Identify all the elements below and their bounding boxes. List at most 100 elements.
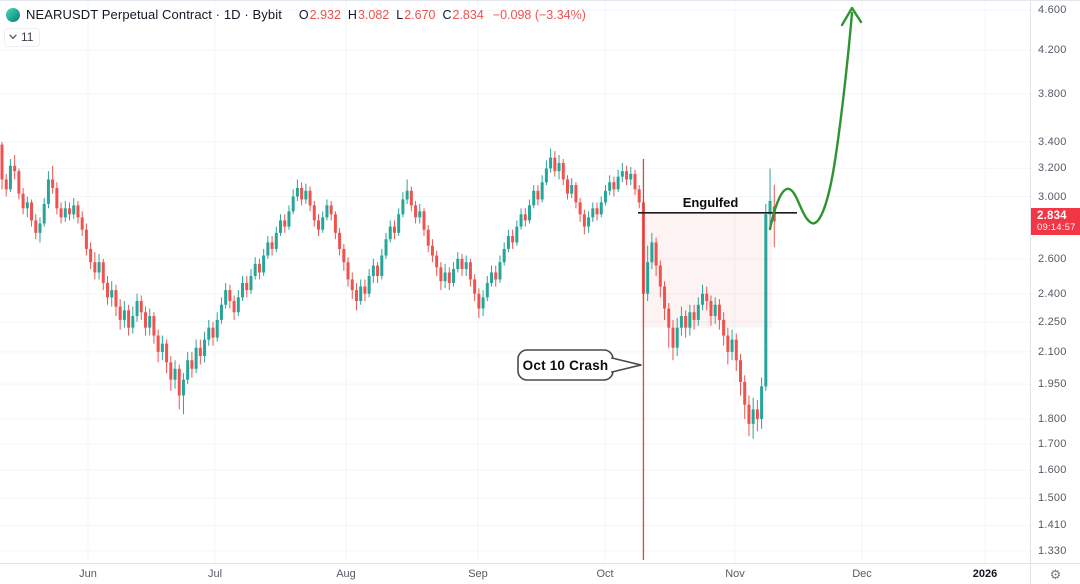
candle-body-up: [515, 226, 519, 243]
candle-body-down: [232, 301, 236, 313]
candle-body-down: [435, 255, 439, 268]
candle-body-down: [755, 409, 759, 419]
candle-body-down: [684, 316, 688, 328]
candle-body-up: [249, 275, 253, 291]
candle-body-down: [114, 290, 118, 307]
candle-body-down: [80, 217, 84, 230]
candle-body-up: [620, 171, 624, 177]
price-tick: 3.000: [1038, 190, 1067, 203]
candle-body-down: [511, 236, 515, 243]
candle-body-down: [89, 248, 93, 263]
candle-body-up: [751, 409, 755, 424]
indicators-toggle[interactable]: 11: [4, 28, 41, 47]
high-value: 3.082: [357, 7, 390, 22]
price-axis[interactable]: 2.834 09:14:57 4.600 4.200 3.800 3.400 3.200…: [1030, 1, 1080, 584]
candle-body-up: [97, 262, 101, 273]
candle-body-up: [279, 220, 283, 233]
candle-body-up: [215, 319, 219, 338]
candle-body-down: [190, 360, 194, 369]
price-tick: 3.800: [1038, 87, 1067, 100]
candle-body-down: [338, 232, 342, 249]
close-label: C: [442, 7, 452, 22]
candle-body-down: [169, 362, 173, 380]
time-tick: Jul: [207, 568, 223, 580]
candle-body-up: [405, 190, 409, 200]
candle-body-down: [633, 173, 637, 190]
candle-body-up: [266, 242, 270, 256]
candle-body-up: [768, 200, 772, 215]
candle-body-down: [317, 220, 320, 230]
candle-body-up: [528, 205, 531, 221]
candle-body-down: [270, 242, 274, 249]
candle-body-up: [380, 255, 384, 276]
candle-body-down: [0, 144, 4, 180]
candle-body-down: [612, 182, 616, 190]
time-axis[interactable]: Jun Jul Aug Sep Oct Nov Dec 2026: [0, 563, 1030, 584]
crash-callout-label[interactable]: Oct 10 Crash: [522, 357, 609, 373]
candle-body-down: [354, 290, 358, 302]
candle-body-up: [544, 168, 548, 183]
candle-body-up: [186, 360, 190, 380]
gear-icon[interactable]: ⚙: [1049, 566, 1062, 582]
candle-body-up: [173, 368, 177, 380]
candle-body-down: [578, 202, 582, 215]
candle-body-down: [726, 335, 730, 352]
candle-body-down: [561, 163, 565, 180]
candle-body-down: [101, 262, 105, 283]
candle-body-down: [595, 208, 599, 215]
candle-body-down: [34, 220, 38, 233]
price-tick: 4.600: [1038, 4, 1067, 17]
candle-body-up: [549, 157, 553, 169]
candle-body-down: [574, 185, 578, 203]
candle-body-down: [477, 293, 481, 309]
engulfed-annotation-label[interactable]: Engulfed: [682, 194, 739, 210]
candle-body-down: [312, 205, 316, 221]
candle-body-up: [629, 173, 633, 180]
candle-body-up: [464, 262, 468, 270]
candle-body-up: [760, 386, 764, 419]
candle-body-up: [241, 282, 245, 298]
candle-body-down: [84, 229, 88, 249]
candle-body-up: [371, 265, 375, 276]
candle-body-up: [696, 304, 700, 320]
price-tick: 1.330: [1038, 544, 1067, 557]
candle-body-up: [481, 297, 485, 309]
indicators-count: 11: [21, 30, 34, 44]
candle-body-up: [485, 282, 489, 298]
candle-body-down: [350, 279, 354, 291]
candle-body-up: [131, 316, 135, 328]
candle-body-up: [236, 297, 240, 313]
time-tick: Oct: [596, 568, 614, 580]
candle-body-up: [384, 239, 388, 256]
candle-body-up: [207, 327, 211, 340]
candle-body-down: [658, 265, 662, 287]
candle-body-up: [295, 187, 299, 197]
candle-body-up: [42, 203, 46, 224]
candle-body-up: [570, 185, 574, 194]
low-label: L: [396, 7, 404, 22]
candle-body-down: [4, 179, 8, 190]
candle-body-up: [540, 182, 544, 200]
candle-body-up: [194, 347, 198, 369]
candle-body-down: [118, 306, 122, 320]
candle-body-down: [747, 404, 751, 424]
price-tick: 2.100: [1038, 345, 1067, 358]
symbol-title[interactable]: NEARUSDT Perpetual Contract · 1D · Bybit: [26, 7, 282, 22]
candle-body-up: [498, 262, 502, 280]
candle-body-up: [401, 199, 405, 215]
candle-body-up: [304, 190, 308, 200]
price-tick: 1.950: [1038, 378, 1067, 391]
candle-body-down: [494, 272, 498, 280]
candle-body-up: [25, 202, 29, 209]
price-tick: 1.500: [1038, 492, 1067, 505]
candle-body-down: [625, 171, 629, 180]
candle-body-down: [392, 226, 396, 233]
candle-body-up: [591, 208, 595, 218]
candle-body-down: [447, 272, 451, 283]
candle-body-down: [165, 343, 169, 363]
candle-body-up: [443, 272, 447, 282]
chevron-down-icon: [9, 34, 17, 40]
candle-body-up: [679, 316, 683, 328]
